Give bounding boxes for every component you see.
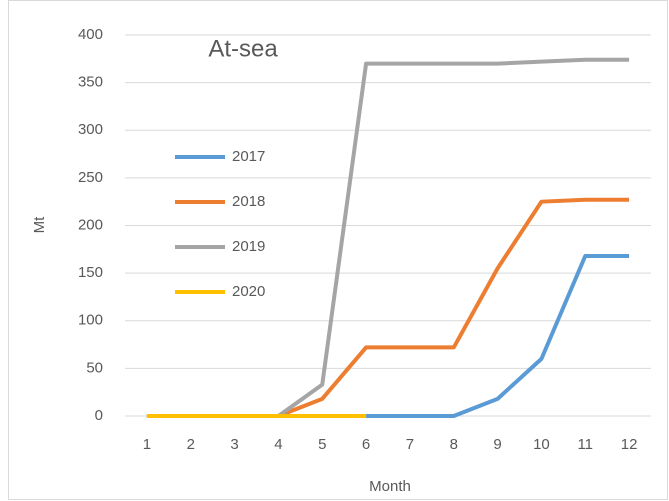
x-tick-label: 3 [230, 436, 238, 453]
chart-title: At-sea [208, 35, 278, 62]
x-tick-label: 8 [450, 436, 458, 453]
legend-label: 2018 [232, 193, 265, 210]
x-tick-label: 12 [621, 436, 638, 453]
y-tick-label: 350 [78, 74, 103, 91]
y-tick-label: 400 [78, 26, 103, 43]
x-tick-label: 9 [493, 436, 501, 453]
x-tick-label: 1 [143, 436, 151, 453]
legend-label: 2020 [232, 283, 265, 300]
legend-label: 2019 [232, 238, 265, 255]
chart-frame [8, 0, 668, 500]
y-tick-label: 100 [78, 312, 103, 329]
legend-label: 2017 [232, 148, 265, 165]
y-tick-label: 0 [95, 407, 103, 424]
y-tick-label: 250 [78, 169, 103, 186]
x-tick-label: 4 [274, 436, 282, 453]
x-tick-label: 6 [362, 436, 370, 453]
y-tick-label: 50 [86, 359, 103, 376]
x-tick-label: 11 [577, 436, 593, 453]
x-tick-label: 2 [187, 436, 195, 453]
x-tick-label: 7 [406, 436, 414, 453]
y-axis-label: Mt [31, 216, 48, 233]
y-tick-label: 200 [78, 216, 103, 233]
y-tick-label: 300 [78, 121, 103, 138]
y-tick-label: 150 [78, 264, 103, 281]
x-tick-label: 5 [318, 436, 326, 453]
x-axis-label: Month [369, 478, 411, 495]
x-tick-label: 10 [533, 436, 550, 453]
